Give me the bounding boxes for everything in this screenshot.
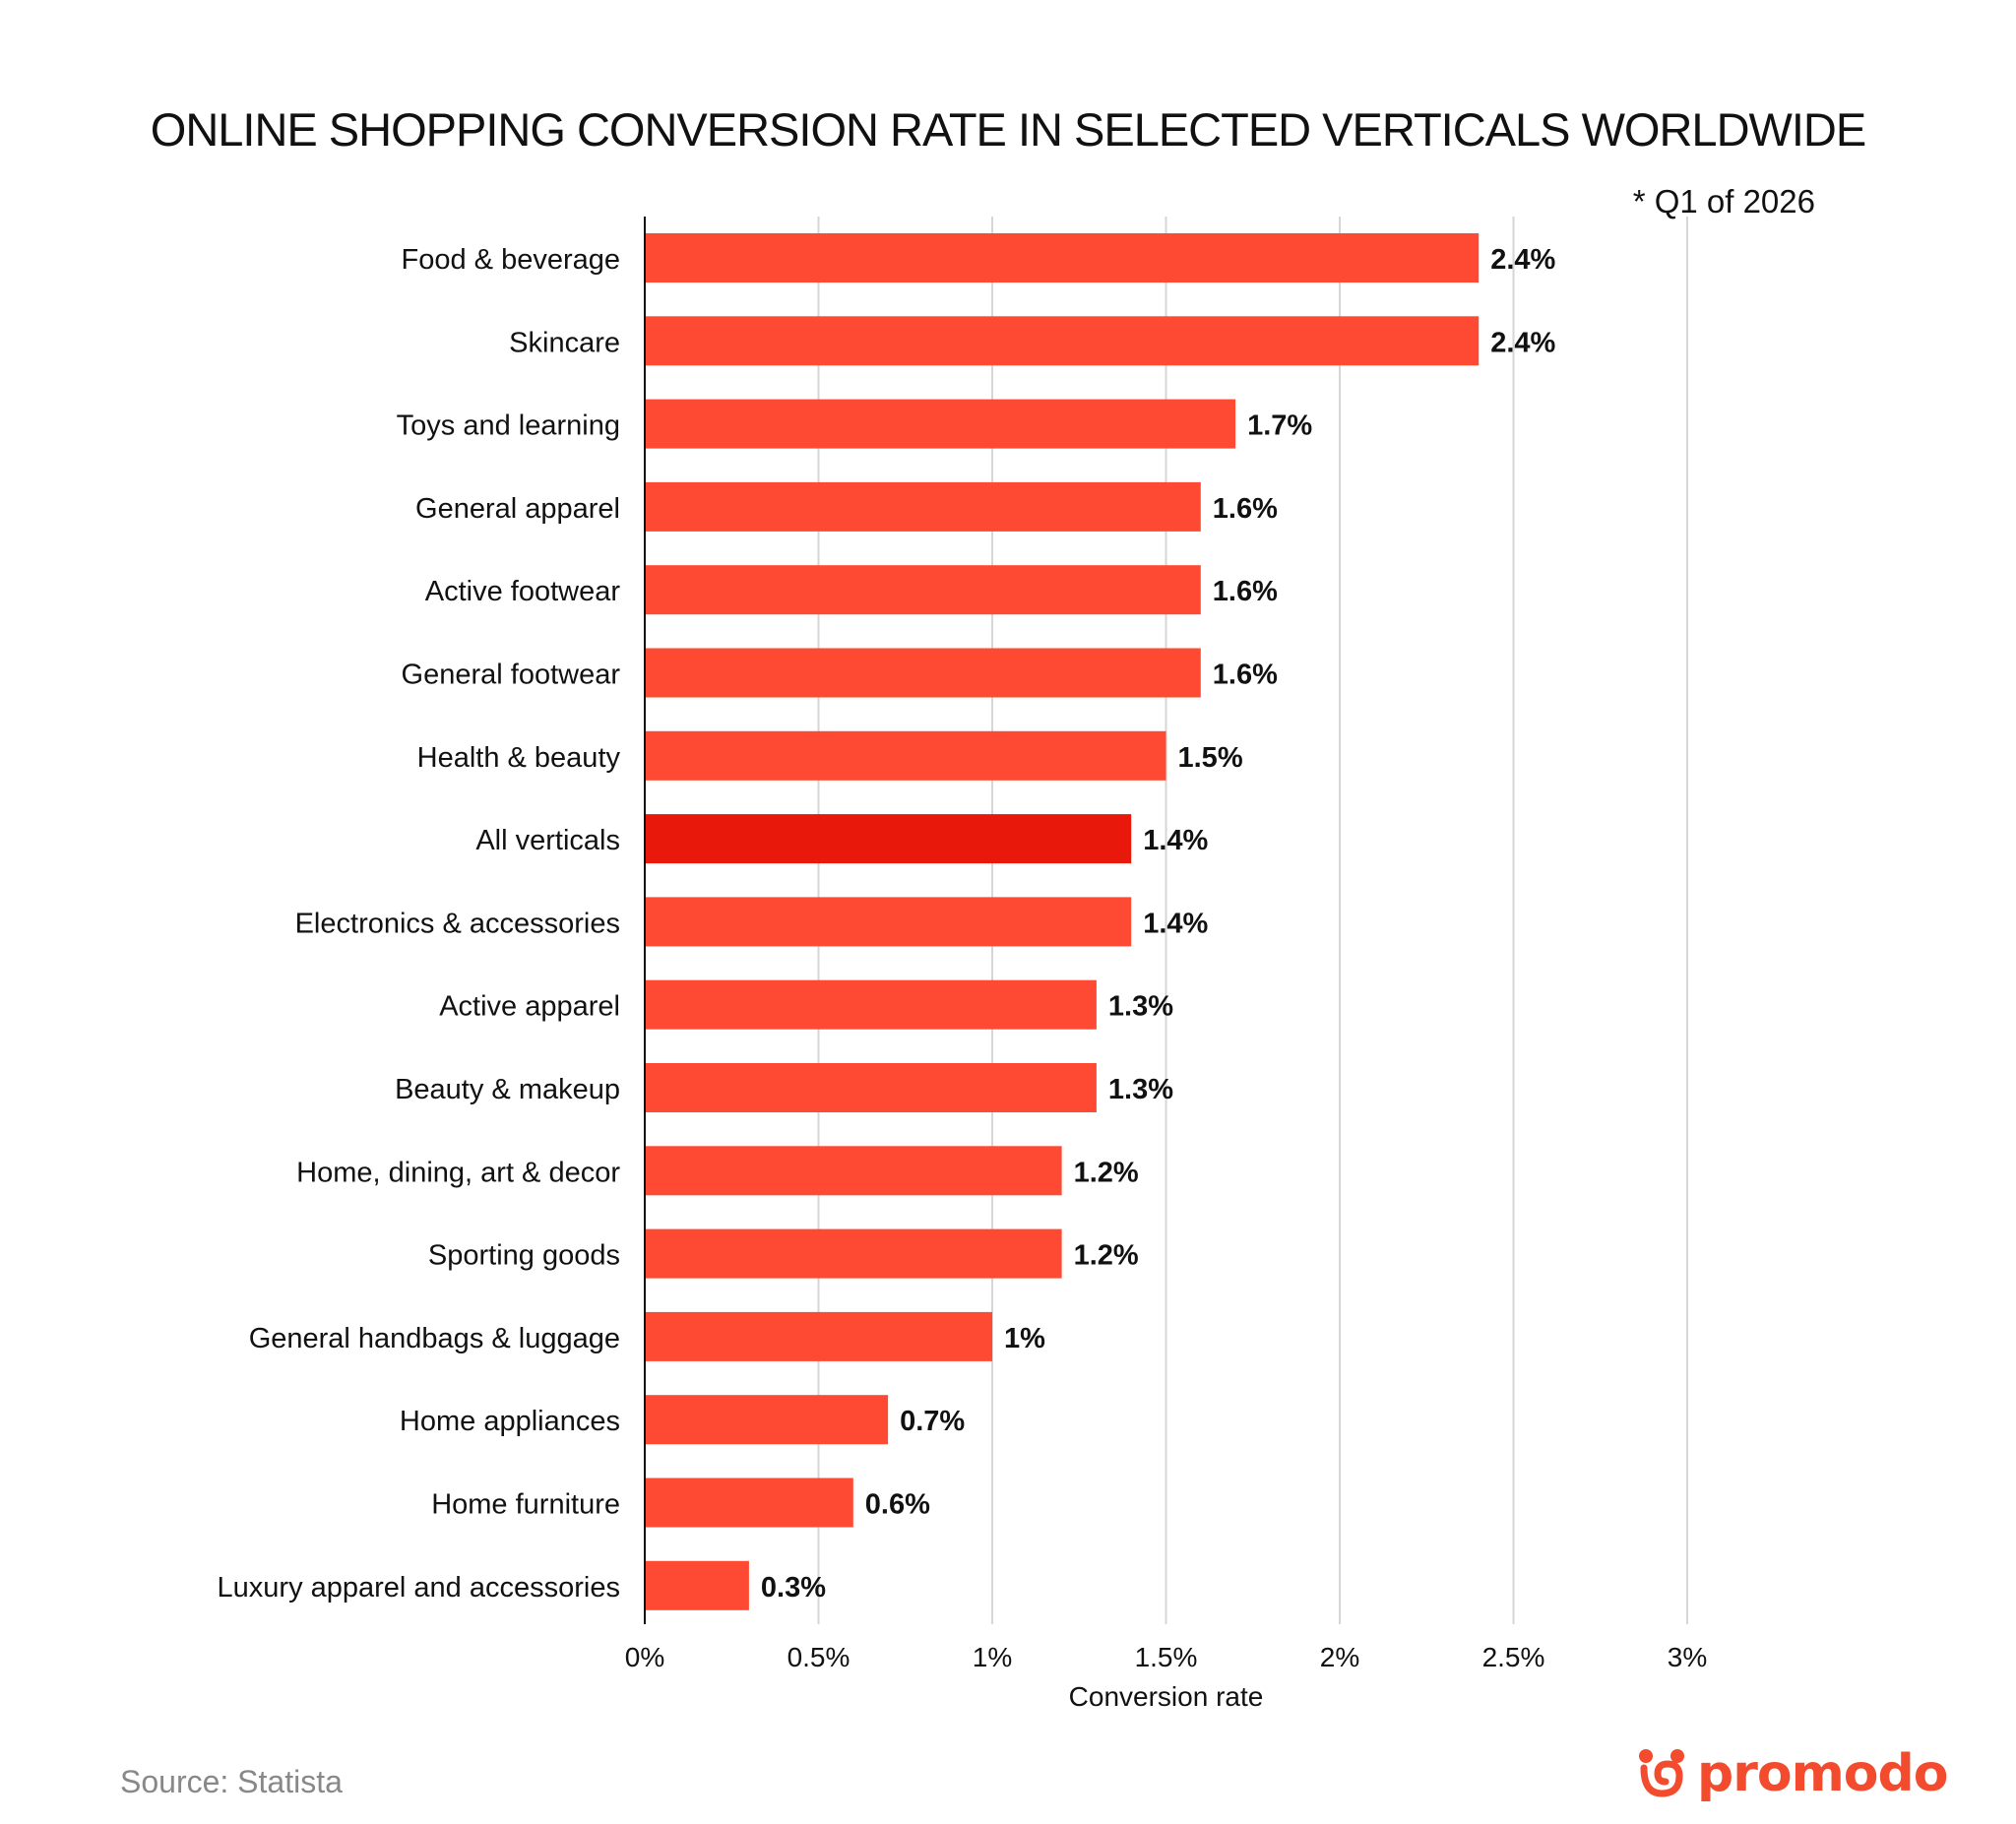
bar bbox=[645, 1478, 853, 1528]
brand-logo[interactable]: promodo bbox=[1634, 1744, 1948, 1803]
bar bbox=[645, 399, 1236, 449]
category-label: General apparel bbox=[415, 493, 620, 525]
bar bbox=[645, 1311, 992, 1361]
bar bbox=[645, 814, 1132, 864]
category-label: General handbags & luggage bbox=[249, 1323, 620, 1354]
x-tick-label: 0% bbox=[625, 1642, 664, 1672]
category-label: Health & beauty bbox=[417, 742, 621, 774]
category-label: Toys and learning bbox=[397, 410, 620, 442]
value-label: 1.2% bbox=[1074, 1157, 1139, 1188]
category-label: Luxury apparel and accessories bbox=[218, 1572, 620, 1604]
value-label: 1.6% bbox=[1213, 493, 1278, 525]
x-tick-label: 2.5% bbox=[1482, 1642, 1545, 1672]
category-label: Electronics & accessories bbox=[295, 908, 620, 939]
category-label: Active apparel bbox=[439, 991, 620, 1023]
bar bbox=[645, 979, 1097, 1030]
bar bbox=[645, 897, 1132, 947]
chart-title: ONLINE SHOPPING CONVERSION RATE IN SELEC… bbox=[150, 103, 1866, 156]
period-note: * Q1 of 2026 bbox=[1632, 183, 1815, 220]
value-label: 0.3% bbox=[761, 1572, 826, 1604]
category-label: Beauty & makeup bbox=[395, 1074, 620, 1105]
bar bbox=[645, 648, 1201, 698]
value-label: 1.5% bbox=[1178, 742, 1243, 774]
bar bbox=[645, 316, 1480, 366]
x-tick-label: 1.5% bbox=[1135, 1642, 1198, 1672]
source-note: Source: Statista bbox=[120, 1764, 343, 1799]
x-tick-label: 3% bbox=[1668, 1642, 1707, 1672]
category-label: All verticals bbox=[475, 825, 620, 856]
category-label: Home furniture bbox=[431, 1489, 620, 1521]
x-tick-label: 1% bbox=[973, 1642, 1012, 1672]
bar bbox=[645, 1063, 1097, 1112]
category-label: Active footwear bbox=[425, 576, 621, 607]
value-label: 1.3% bbox=[1108, 991, 1173, 1023]
value-label: 1.4% bbox=[1143, 825, 1208, 856]
x-tick-label: 0.5% bbox=[788, 1642, 850, 1672]
bar bbox=[645, 1146, 1062, 1196]
value-label: 0.7% bbox=[900, 1406, 965, 1437]
value-label: 1.4% bbox=[1143, 908, 1208, 939]
bar bbox=[645, 730, 1166, 781]
value-label: 1.6% bbox=[1213, 576, 1278, 607]
x-axis-title: Conversion rate bbox=[1069, 1681, 1264, 1712]
value-label: 2.4% bbox=[1490, 244, 1555, 276]
value-label: 1.2% bbox=[1074, 1240, 1139, 1272]
bar bbox=[645, 1560, 749, 1610]
category-label: Sporting goods bbox=[428, 1240, 620, 1272]
promodo-logo-icon bbox=[1639, 1749, 1684, 1797]
category-label: Skincare bbox=[509, 327, 620, 358]
bar bbox=[645, 481, 1201, 532]
category-label: General footwear bbox=[402, 660, 621, 691]
value-label: 1% bbox=[1004, 1323, 1045, 1354]
brand-name: promodo bbox=[1697, 1744, 1948, 1803]
value-label: 1.7% bbox=[1247, 410, 1312, 442]
bar bbox=[645, 565, 1201, 615]
bar bbox=[645, 1395, 889, 1445]
bar bbox=[645, 233, 1480, 283]
bar bbox=[645, 1228, 1062, 1279]
value-label: 1.3% bbox=[1108, 1074, 1173, 1105]
value-label: 1.6% bbox=[1213, 660, 1278, 691]
x-tick-label: 2% bbox=[1320, 1642, 1359, 1672]
category-label: Food & beverage bbox=[402, 244, 620, 276]
category-label: Home appliances bbox=[400, 1406, 620, 1437]
category-label: Home, dining, art & decor bbox=[296, 1157, 620, 1188]
value-label: 2.4% bbox=[1490, 327, 1555, 358]
value-label: 0.6% bbox=[865, 1489, 930, 1521]
